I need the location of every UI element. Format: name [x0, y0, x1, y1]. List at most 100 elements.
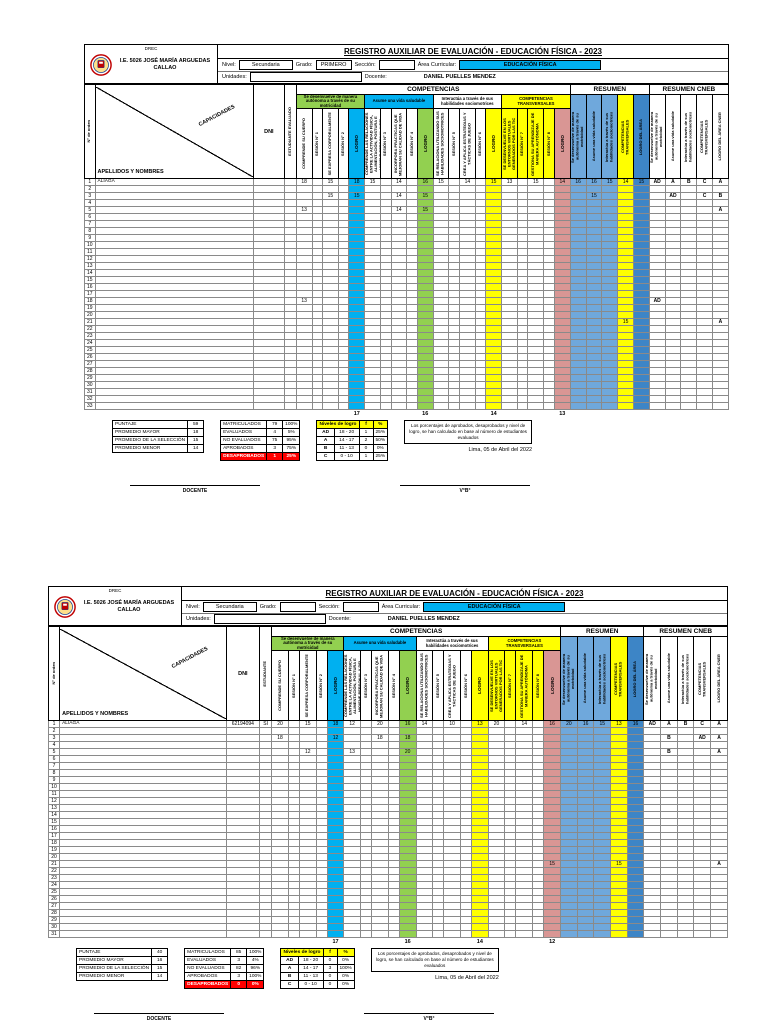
footer-blank	[84, 409, 96, 419]
rotated-label: SESIÓN N° 2	[319, 673, 324, 698]
cell-name	[59, 818, 227, 827]
cell-n: 10	[47, 783, 61, 792]
cell-r2	[585, 248, 603, 257]
cell-c4s	[387, 762, 400, 771]
summary-row: MATRICULADOS 79 100%	[220, 420, 301, 430]
cell-k3	[680, 318, 698, 327]
cell-c2s	[337, 290, 350, 299]
cell-k2	[660, 895, 678, 904]
cell-r5	[632, 185, 650, 194]
cell-c1	[295, 276, 313, 285]
apellidos-label: APELLIDOS Y NOMBRES	[97, 168, 164, 175]
cell-c6s	[474, 367, 487, 376]
table-row: 9	[84, 234, 730, 243]
table-body: 1 ALIAGA 18 15 18 15 14 16 15 14 15 13 15 14 16 16 15 14 1…	[84, 178, 730, 419]
cell-k1	[643, 797, 662, 806]
footer-blank	[416, 937, 433, 947]
cell-c7	[487, 727, 506, 736]
cell-l4	[543, 902, 562, 911]
cell-r4: 15	[617, 318, 634, 327]
cell-c6s	[474, 374, 487, 383]
cell-est	[258, 748, 273, 757]
cell-k5	[710, 888, 728, 897]
cell-k5: A	[711, 318, 730, 327]
unidades-value	[249, 72, 362, 83]
cell-c8s	[532, 832, 545, 841]
cell-c4s	[406, 339, 418, 348]
cell-c2	[298, 804, 317, 813]
cell-c6s	[474, 353, 487, 362]
cell-c6	[458, 402, 476, 411]
cell-l3	[485, 234, 503, 243]
table-row: 2	[84, 185, 730, 194]
cell-k2	[664, 318, 682, 327]
cell-l3	[485, 255, 503, 264]
signature-block: V°B°	[400, 485, 530, 494]
cell-r3	[601, 304, 619, 313]
cell-c1s	[287, 804, 300, 813]
cell-c4	[390, 346, 408, 355]
cell-c2s	[315, 769, 328, 778]
table-row: 18 13 AD	[84, 297, 730, 306]
cell-l2	[416, 388, 434, 397]
cell-c5s	[432, 895, 445, 904]
cell-c2	[322, 325, 339, 334]
footer-blank	[433, 409, 449, 419]
cell-est	[258, 867, 273, 876]
cell-l3	[471, 867, 489, 876]
cell-l2	[398, 839, 417, 848]
cell-r1	[569, 255, 587, 264]
cell-c7	[487, 874, 506, 883]
cell-r5	[632, 367, 650, 376]
cell-c1	[271, 881, 289, 890]
cell-c6s	[459, 930, 473, 939]
cell-c7s	[504, 916, 517, 925]
cell-k3	[680, 206, 698, 215]
cell-k2	[660, 783, 678, 792]
cell-name	[59, 734, 227, 743]
table-row: 27	[47, 902, 728, 911]
cell-dni	[225, 860, 261, 869]
table-row: 23	[47, 874, 728, 883]
cell-c7s	[504, 825, 517, 834]
cell-r1	[569, 206, 587, 215]
cell-r2	[576, 923, 595, 932]
cell-c7s	[516, 262, 529, 271]
cell-k1	[648, 192, 666, 201]
cell-n: 27	[47, 902, 61, 911]
cell-c5s	[432, 755, 445, 764]
cell-c2s	[337, 269, 350, 278]
docente-value: DANIEL PUELLES MENDEZ	[389, 73, 530, 82]
capacity-header: SE EXPRESA CORPORALMENTE	[298, 650, 317, 722]
cell-name: ALIAGA	[59, 720, 227, 729]
cell-est	[258, 776, 273, 785]
cell-l3	[485, 395, 503, 404]
cell-c2s	[315, 888, 328, 897]
cell-r1: 20	[560, 720, 578, 729]
cell-c5	[432, 374, 450, 383]
cell-r2	[585, 311, 603, 320]
cell-l3	[485, 241, 503, 250]
cell-c4	[371, 727, 389, 736]
cell-r2	[576, 783, 595, 792]
rotated-label: Asume una vida saludable	[583, 653, 588, 704]
header-fields-row1: Nivel: Secundaria Grado: PRIMERO Sección: Áre…	[218, 59, 728, 72]
cell-l4	[553, 353, 571, 362]
table-row: 18	[47, 839, 728, 848]
cell-l4	[553, 248, 571, 257]
capacity-header: SE RELACIONA UTILIZANDO SUS HABILIDADES …	[432, 108, 450, 180]
cell-c1	[295, 374, 313, 383]
cell-c1	[295, 318, 313, 327]
cell-name	[59, 867, 227, 876]
cell-r1	[569, 318, 587, 327]
cell-k2	[664, 395, 682, 404]
cell-l1	[348, 220, 366, 229]
cell-c1	[271, 818, 289, 827]
cell-r1	[569, 227, 587, 236]
cell-r2	[576, 832, 595, 841]
cell-c2	[298, 909, 317, 918]
cell-c8s	[543, 346, 555, 355]
cell-c7	[501, 395, 518, 404]
cell-c1s	[311, 402, 324, 411]
cell-c4	[390, 255, 408, 264]
